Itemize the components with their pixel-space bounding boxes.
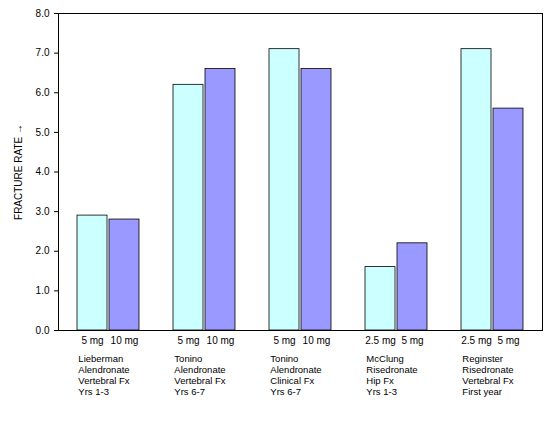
- svg-text:ToninoAlendronateClinical FxYr: ToninoAlendronateClinical FxYrs 6-7: [270, 353, 321, 397]
- svg-text:ReginsterRisedronateVertebral: ReginsterRisedronateVertebral FxFirst ye…: [462, 353, 513, 397]
- svg-text:7.0: 7.0: [36, 47, 50, 58]
- svg-text:5 mg: 5 mg: [81, 335, 103, 346]
- svg-text:ToninoAlendronateVertebral FxY: ToninoAlendronateVertebral FxYrs 6-7: [174, 353, 225, 397]
- svg-text:0.0: 0.0: [36, 325, 50, 336]
- svg-text:5 mg: 5 mg: [273, 335, 295, 346]
- svg-text:5 mg: 5 mg: [177, 335, 199, 346]
- svg-text:LiebermanAlendronateVertebral: LiebermanAlendronateVertebral FxYrs 1-3: [78, 353, 129, 397]
- svg-text:10 mg: 10 mg: [303, 335, 331, 346]
- svg-text:5 mg: 5 mg: [401, 335, 423, 346]
- svg-text:2.0: 2.0: [36, 245, 50, 256]
- svg-text:2.5 mg: 2.5 mg: [461, 335, 492, 346]
- svg-text:5 mg: 5 mg: [497, 335, 519, 346]
- svg-text:McClungRisedronateHip FxYrs 1-: McClungRisedronateHip FxYrs 1-3: [366, 353, 417, 397]
- svg-text:2.5 mg: 2.5 mg: [365, 335, 396, 346]
- svg-text:10 mg: 10 mg: [207, 335, 235, 346]
- svg-text:5.0: 5.0: [36, 127, 50, 138]
- svg-text:1.0: 1.0: [36, 285, 50, 296]
- svg-text:FRACTURE RATE →: FRACTURE RATE →: [13, 124, 24, 220]
- svg-text:3.0: 3.0: [36, 206, 50, 217]
- svg-text:8.0: 8.0: [36, 8, 50, 19]
- svg-text:4.0: 4.0: [36, 166, 50, 177]
- svg-text:6.0: 6.0: [36, 87, 50, 98]
- svg-text:10 mg: 10 mg: [111, 335, 139, 346]
